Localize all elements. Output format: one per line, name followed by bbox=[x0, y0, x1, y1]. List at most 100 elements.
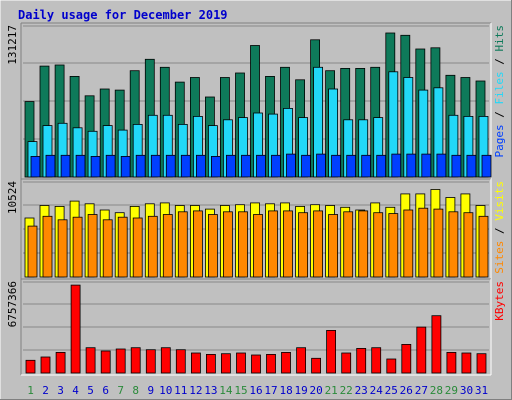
bar-kbytes-day-27 bbox=[416, 326, 427, 374]
bar-sites-day-7 bbox=[117, 216, 128, 278]
bar-kbytes-day-28 bbox=[431, 315, 442, 374]
legend-entry: KBytes bbox=[493, 281, 506, 321]
bar-kbytes-day-9 bbox=[145, 349, 156, 374]
day-label: 8 bbox=[132, 384, 139, 397]
bar-kbytes-day-31 bbox=[476, 353, 487, 374]
legend-separator: / bbox=[493, 52, 506, 72]
bar-sites-day-10 bbox=[162, 214, 173, 278]
bar-sites-day-14 bbox=[222, 211, 233, 278]
bar-kbytes-day-3 bbox=[55, 351, 66, 374]
bar-pages-day-25 bbox=[391, 153, 402, 178]
bar-pages-day-29 bbox=[451, 154, 462, 178]
day-label: 18 bbox=[279, 384, 292, 397]
day-label: 12 bbox=[189, 384, 202, 397]
bar-sites-day-12 bbox=[192, 210, 203, 278]
bar-kbytes-day-4 bbox=[70, 284, 81, 374]
bar-sites-day-2 bbox=[42, 215, 53, 278]
day-label: 4 bbox=[72, 384, 79, 397]
bar-pages-day-17 bbox=[271, 154, 281, 178]
bar-kbytes-day-7 bbox=[115, 348, 126, 374]
bar-pages-day-11 bbox=[180, 154, 191, 178]
series-legend: Pages / Files / Hits bbox=[493, 25, 506, 158]
bar-sites-day-18 bbox=[283, 210, 293, 278]
day-label: 26 bbox=[400, 384, 413, 397]
bar-kbytes-day-16 bbox=[251, 354, 261, 374]
bar-sites-day-20 bbox=[313, 210, 324, 278]
bar-sites-day-27 bbox=[418, 207, 429, 278]
day-label: 19 bbox=[294, 384, 307, 397]
bar-kbytes-day-18 bbox=[281, 351, 291, 374]
chart-title: Daily usage for December 2019 bbox=[18, 8, 228, 22]
day-label: 2 bbox=[42, 384, 49, 397]
day-label: 21 bbox=[325, 384, 338, 397]
series-legend: KBytes bbox=[493, 281, 506, 321]
bar-kbytes-day-24 bbox=[371, 347, 382, 374]
day-label: 20 bbox=[309, 384, 322, 397]
day-label: 23 bbox=[355, 384, 368, 397]
bar-pages-day-27 bbox=[421, 153, 432, 178]
bar-pages-day-6 bbox=[105, 154, 116, 178]
bar-pages-day-14 bbox=[225, 154, 236, 178]
day-label: 28 bbox=[430, 384, 443, 397]
bar-kbytes-day-12 bbox=[190, 352, 201, 374]
day-label: 17 bbox=[264, 384, 277, 397]
day-label: 30 bbox=[460, 384, 473, 397]
bar-pages-day-8 bbox=[135, 154, 146, 178]
bar-kbytes-day-20 bbox=[311, 357, 322, 374]
bar-sites-day-1 bbox=[27, 225, 38, 278]
bar-kbytes-day-26 bbox=[401, 343, 412, 374]
day-label: 25 bbox=[385, 384, 398, 397]
bar-sites-day-15 bbox=[238, 211, 248, 278]
bar-kbytes-day-30 bbox=[461, 352, 472, 374]
bar-pages-day-1 bbox=[30, 155, 41, 178]
bar-sites-day-3 bbox=[57, 219, 68, 278]
kbytes-panel: 6757366 KBytes bbox=[6, 278, 506, 376]
day-label: 7 bbox=[117, 384, 124, 397]
bar-sites-day-6 bbox=[102, 219, 113, 278]
bar-sites-day-19 bbox=[298, 212, 309, 278]
legend-entry: Sites bbox=[493, 241, 506, 274]
bar-pages-day-18 bbox=[286, 153, 296, 178]
bar-pages-day-15 bbox=[241, 154, 251, 178]
day-label: 29 bbox=[445, 384, 458, 397]
bar-pages-day-22 bbox=[346, 154, 357, 178]
legend-separator: / bbox=[493, 105, 506, 125]
bar-pages-day-19 bbox=[301, 154, 312, 178]
bar-sites-day-17 bbox=[268, 210, 278, 278]
bar-sites-day-22 bbox=[343, 211, 354, 278]
y-max-label: 131217 bbox=[6, 25, 19, 65]
day-label: 31 bbox=[475, 384, 488, 397]
bar-pages-day-12 bbox=[195, 154, 206, 178]
day-label: 27 bbox=[415, 384, 428, 397]
day-label: 3 bbox=[57, 384, 64, 397]
legend-entry: Hits bbox=[493, 25, 506, 52]
day-label: 24 bbox=[370, 384, 384, 397]
bar-sites-day-30 bbox=[463, 212, 474, 278]
bar-sites-day-28 bbox=[433, 208, 444, 278]
bar-kbytes-day-1 bbox=[25, 359, 36, 374]
bar-kbytes-day-14 bbox=[220, 353, 231, 374]
legend-separator: / bbox=[493, 221, 506, 241]
bar-sites-day-16 bbox=[253, 214, 263, 278]
day-label: 22 bbox=[340, 384, 353, 397]
legend-entry: Visits bbox=[493, 181, 506, 221]
bar-sites-day-25 bbox=[388, 213, 399, 278]
day-label: 1 bbox=[27, 384, 34, 397]
bar-pages-day-13 bbox=[210, 155, 221, 178]
bar-kbytes-day-21 bbox=[326, 329, 337, 374]
bar-kbytes-day-17 bbox=[266, 353, 276, 374]
bar-pages-day-3 bbox=[60, 154, 71, 178]
bar-kbytes-day-11 bbox=[175, 349, 186, 374]
bar-kbytes-day-2 bbox=[40, 356, 51, 374]
bar-pages-day-9 bbox=[150, 154, 161, 178]
legend-entry: Pages bbox=[493, 124, 506, 157]
bar-pages-day-30 bbox=[466, 154, 477, 178]
bar-sites-day-24 bbox=[373, 212, 384, 278]
bar-sites-day-11 bbox=[177, 211, 188, 278]
bar-pages-day-7 bbox=[120, 155, 131, 178]
day-axis-labels: 1 2 3 4 5 6 7 8 9 10 11 12 13 14 15 16 17 18 19 20 21 22 23 24 2… bbox=[27, 384, 488, 397]
bar-sites-day-4 bbox=[72, 216, 83, 278]
bar-pages-day-24 bbox=[376, 154, 387, 178]
bar-sites-day-5 bbox=[87, 214, 98, 278]
